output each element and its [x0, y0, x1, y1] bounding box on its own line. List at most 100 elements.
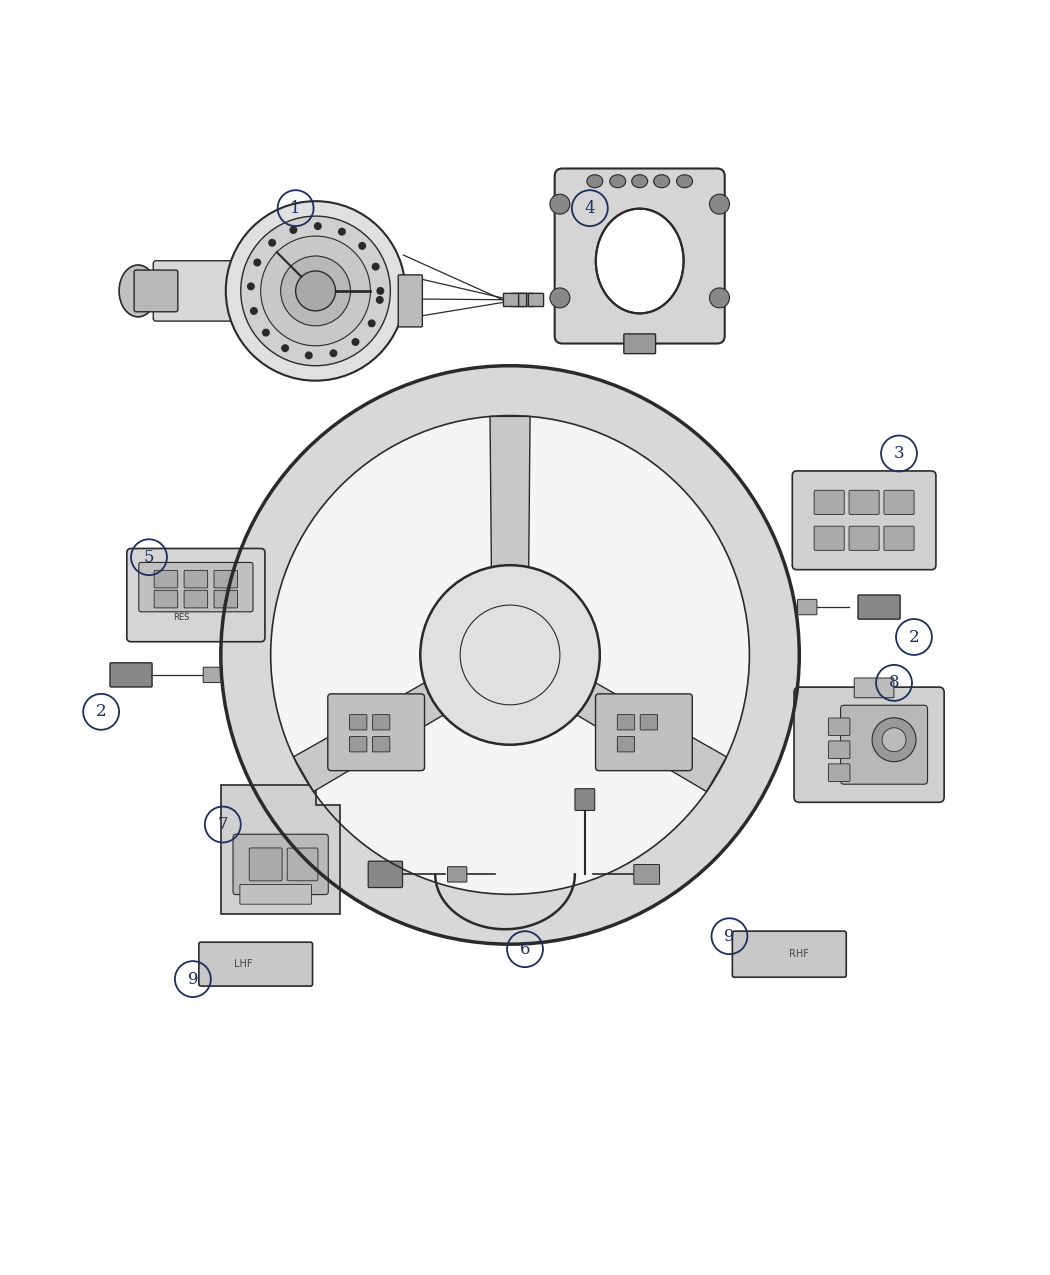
Ellipse shape	[654, 175, 670, 187]
Circle shape	[710, 288, 730, 307]
Circle shape	[253, 259, 261, 266]
Circle shape	[261, 329, 270, 337]
FancyBboxPatch shape	[198, 942, 313, 986]
Polygon shape	[490, 417, 530, 567]
FancyBboxPatch shape	[184, 590, 208, 608]
FancyBboxPatch shape	[617, 737, 634, 752]
FancyBboxPatch shape	[373, 737, 390, 752]
Polygon shape	[576, 682, 727, 792]
Circle shape	[304, 352, 313, 360]
FancyBboxPatch shape	[828, 764, 849, 782]
FancyBboxPatch shape	[154, 590, 177, 608]
FancyBboxPatch shape	[828, 718, 849, 736]
Circle shape	[247, 282, 255, 291]
Text: 9: 9	[724, 928, 735, 945]
FancyBboxPatch shape	[239, 885, 312, 904]
FancyBboxPatch shape	[814, 527, 844, 551]
FancyBboxPatch shape	[814, 491, 844, 514]
Text: LHF: LHF	[234, 959, 253, 969]
Text: 1: 1	[290, 200, 301, 217]
Circle shape	[290, 226, 297, 235]
Circle shape	[882, 728, 906, 752]
Text: 7: 7	[217, 816, 228, 833]
Text: 4: 4	[585, 200, 595, 217]
FancyBboxPatch shape	[369, 861, 402, 887]
Text: 5: 5	[144, 548, 154, 566]
Ellipse shape	[676, 175, 693, 187]
Circle shape	[358, 242, 366, 250]
Polygon shape	[293, 682, 443, 792]
Circle shape	[260, 236, 371, 346]
FancyBboxPatch shape	[511, 293, 527, 306]
FancyBboxPatch shape	[503, 293, 519, 306]
FancyBboxPatch shape	[849, 527, 879, 551]
FancyBboxPatch shape	[373, 714, 390, 731]
FancyBboxPatch shape	[554, 168, 724, 343]
Text: 6: 6	[520, 941, 530, 958]
FancyBboxPatch shape	[203, 667, 223, 682]
FancyBboxPatch shape	[447, 867, 467, 882]
Circle shape	[873, 718, 916, 761]
Polygon shape	[220, 366, 799, 945]
Circle shape	[368, 319, 376, 328]
FancyBboxPatch shape	[884, 491, 915, 514]
Text: 2: 2	[908, 629, 920, 645]
FancyBboxPatch shape	[828, 741, 849, 759]
FancyBboxPatch shape	[154, 570, 177, 588]
Circle shape	[226, 201, 405, 381]
Text: 9: 9	[188, 970, 198, 988]
Text: RHF: RHF	[790, 949, 810, 959]
FancyBboxPatch shape	[519, 293, 533, 306]
FancyBboxPatch shape	[617, 714, 634, 731]
Circle shape	[420, 565, 600, 745]
FancyBboxPatch shape	[528, 293, 544, 306]
Text: 2: 2	[96, 704, 106, 720]
FancyBboxPatch shape	[841, 705, 927, 784]
FancyBboxPatch shape	[849, 491, 879, 514]
FancyBboxPatch shape	[153, 261, 318, 321]
FancyBboxPatch shape	[640, 714, 657, 731]
Circle shape	[281, 344, 289, 352]
Ellipse shape	[632, 175, 648, 187]
Text: RES: RES	[173, 612, 189, 621]
Circle shape	[338, 228, 345, 236]
Circle shape	[330, 349, 337, 357]
FancyBboxPatch shape	[798, 599, 817, 615]
Circle shape	[268, 238, 276, 247]
Polygon shape	[220, 784, 340, 914]
FancyBboxPatch shape	[350, 714, 366, 731]
FancyBboxPatch shape	[288, 848, 318, 881]
FancyBboxPatch shape	[855, 678, 894, 697]
Polygon shape	[271, 416, 750, 894]
FancyBboxPatch shape	[134, 270, 177, 312]
Circle shape	[240, 217, 391, 366]
FancyBboxPatch shape	[793, 470, 936, 570]
Circle shape	[550, 288, 570, 307]
FancyBboxPatch shape	[328, 694, 424, 770]
Ellipse shape	[119, 265, 158, 317]
FancyBboxPatch shape	[110, 663, 152, 687]
Circle shape	[550, 194, 570, 214]
FancyBboxPatch shape	[595, 694, 692, 770]
Text: 8: 8	[888, 674, 900, 691]
Ellipse shape	[595, 209, 684, 314]
FancyBboxPatch shape	[249, 848, 282, 881]
FancyBboxPatch shape	[732, 931, 846, 977]
FancyBboxPatch shape	[233, 834, 329, 895]
Text: 3: 3	[894, 445, 904, 462]
FancyBboxPatch shape	[624, 334, 655, 353]
Circle shape	[296, 272, 336, 311]
Circle shape	[710, 194, 730, 214]
FancyBboxPatch shape	[350, 737, 366, 752]
FancyBboxPatch shape	[858, 595, 900, 620]
FancyBboxPatch shape	[794, 687, 944, 802]
Ellipse shape	[587, 175, 603, 187]
FancyBboxPatch shape	[884, 527, 915, 551]
Circle shape	[250, 307, 258, 315]
FancyBboxPatch shape	[214, 570, 237, 588]
Circle shape	[376, 296, 383, 303]
FancyBboxPatch shape	[184, 570, 208, 588]
Circle shape	[376, 287, 384, 295]
FancyBboxPatch shape	[139, 562, 253, 612]
Circle shape	[372, 263, 380, 270]
